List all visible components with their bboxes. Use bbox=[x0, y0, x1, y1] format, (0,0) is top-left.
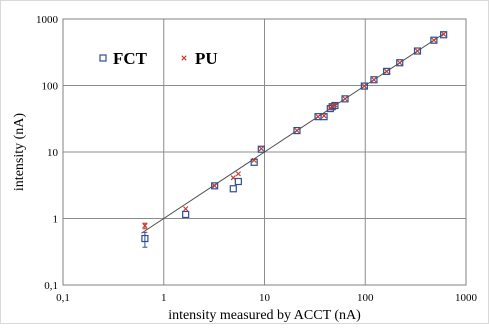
y-tick-label: 100 bbox=[42, 81, 59, 93]
y-tick-label: 10 bbox=[47, 147, 59, 159]
data-point-pu bbox=[258, 146, 264, 152]
data-point-pu bbox=[294, 127, 300, 134]
y-tick-labels: 0,1 1 10 100 1000 bbox=[36, 14, 59, 292]
data-point-pu bbox=[183, 206, 189, 212]
x-axis-label: intensity measured by ACCT (nA) bbox=[168, 308, 361, 323]
scatter-chart: 0,1 1 10 100 1000 0,1 1 10 100 1000 intensity me… bbox=[12, 14, 478, 323]
data-point-pu bbox=[431, 37, 437, 43]
x-tick-label: 1000 bbox=[455, 292, 478, 304]
data-point-fct bbox=[257, 145, 265, 153]
data-point-pu bbox=[397, 60, 403, 66]
y-axis-label: intensity (nA) bbox=[12, 113, 27, 191]
data-point-fct bbox=[383, 67, 391, 75]
y-tick-label: 1000 bbox=[36, 14, 59, 26]
data-point-fct bbox=[293, 126, 301, 135]
data-point-fct bbox=[360, 82, 368, 90]
data-point-fct bbox=[440, 31, 448, 39]
legend: FCT PU bbox=[99, 49, 218, 68]
data-point-pu bbox=[361, 83, 367, 89]
legend-pu-label: PU bbox=[195, 49, 218, 68]
legend-pu-marker bbox=[181, 55, 187, 61]
data-point-fct bbox=[370, 76, 378, 84]
data-point-fct bbox=[234, 177, 242, 186]
y-tick-label: 0,1 bbox=[44, 280, 58, 292]
data-point-fct bbox=[229, 185, 237, 193]
data-point-pu bbox=[321, 113, 327, 119]
data-point-fct bbox=[396, 59, 404, 67]
data-point-fct bbox=[413, 47, 422, 55]
x-tick-labels: 0,1 1 10 100 1000 bbox=[56, 292, 477, 304]
data-point-pu bbox=[251, 157, 257, 163]
legend-fct-marker bbox=[99, 54, 107, 62]
data-point-pu bbox=[315, 114, 321, 120]
data-point-fct bbox=[141, 234, 149, 243]
data-point-fct bbox=[211, 182, 219, 190]
series-layer bbox=[141, 31, 448, 248]
x-tick-label: 1 bbox=[161, 292, 167, 304]
x-tick-label: 10 bbox=[259, 292, 271, 304]
data-point-fct bbox=[430, 36, 438, 44]
y-tick-label: 1 bbox=[53, 214, 59, 226]
data-point-pu bbox=[342, 96, 348, 102]
data-point-pu bbox=[441, 31, 447, 37]
series-fct bbox=[141, 31, 448, 248]
data-point-pu bbox=[414, 48, 421, 54]
data-point-fct bbox=[250, 158, 258, 166]
x-tick-label: 100 bbox=[357, 292, 374, 304]
data-point-pu bbox=[142, 223, 148, 229]
data-point-pu bbox=[332, 102, 338, 108]
data-point-pu bbox=[212, 183, 218, 189]
data-point-pu bbox=[235, 171, 241, 177]
data-point-fct bbox=[320, 113, 328, 121]
legend-fct-label: FCT bbox=[113, 49, 148, 68]
x-tick-label: 0,1 bbox=[56, 292, 70, 304]
data-point-fct bbox=[341, 95, 349, 103]
series-pu bbox=[142, 31, 447, 230]
data-point-pu bbox=[329, 103, 335, 109]
data-point-pu bbox=[230, 175, 236, 181]
reference-line-y-equals-x bbox=[141, 33, 444, 234]
plot-area-border bbox=[62, 18, 467, 286]
data-point-pu bbox=[371, 77, 377, 83]
data-point-pu bbox=[384, 68, 390, 74]
data-point-fct bbox=[182, 210, 190, 219]
